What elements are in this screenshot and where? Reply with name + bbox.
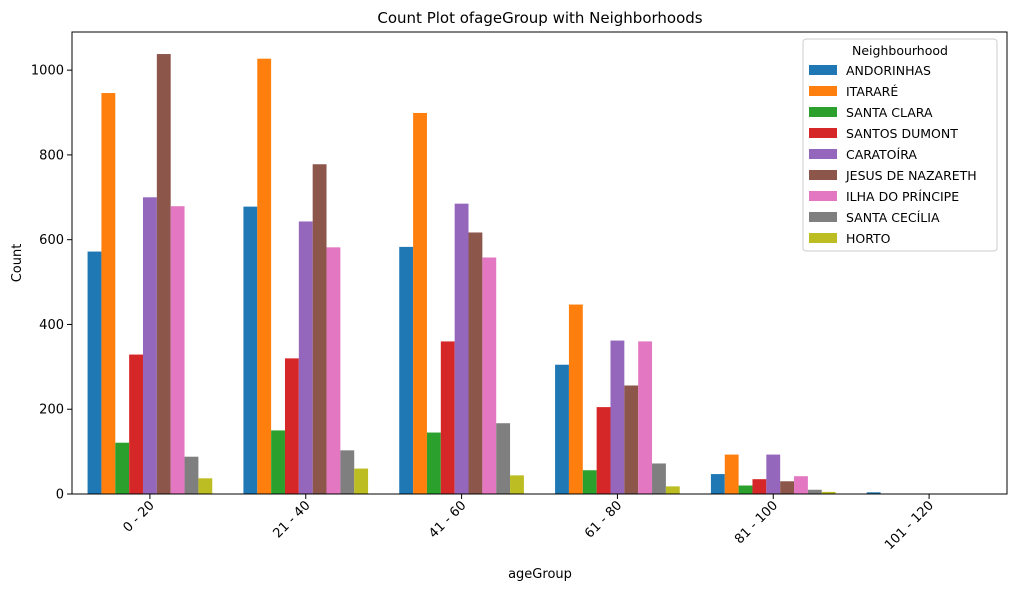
bar-0-0: [87, 251, 102, 494]
bar-4-3: [610, 340, 625, 494]
y-tick-label-3: 600: [39, 233, 64, 248]
bar-7-1: [340, 450, 355, 494]
legend-title: Neighbourhood: [852, 43, 948, 58]
x-tick-label-1: 21 - 40: [270, 498, 313, 541]
bar-6-0: [170, 206, 185, 494]
bar-1-2: [413, 112, 427, 495]
bar-2-0: [115, 442, 130, 494]
y-tick-label-4: 800: [39, 148, 64, 163]
bar-4-4: [766, 454, 781, 494]
bar-8-1: [354, 468, 369, 494]
legend-swatch-6: [809, 191, 837, 201]
bar-6-1: [326, 247, 341, 494]
bar-1-1: [257, 58, 272, 494]
bar-6-3: [638, 341, 653, 494]
bar-8-2: [510, 475, 524, 494]
bar-7-0: [184, 456, 199, 494]
bar-8-4: [821, 491, 836, 494]
bar-6-2: [482, 257, 497, 494]
y-tick-label-2: 400: [39, 318, 64, 333]
x-tick-label-3: 61 - 80: [582, 498, 625, 541]
bar-7-3: [652, 463, 666, 494]
bar-8-3: [665, 486, 680, 494]
legend-swatch-5: [809, 170, 837, 180]
legend-swatch-3: [809, 128, 837, 138]
legend-swatch-8: [809, 233, 837, 243]
bar-0-1: [243, 206, 258, 494]
legend-swatch-0: [809, 65, 837, 75]
y-tick-label-1: 200: [39, 403, 64, 418]
bar-4-1: [298, 221, 313, 494]
legend-label-0: ANDORINHAS: [846, 63, 931, 78]
bar-6-4: [794, 476, 808, 494]
bar-5-3: [624, 385, 639, 494]
bar-1-0: [101, 93, 116, 494]
bar-8-0: [198, 478, 213, 494]
bar-5-2: [468, 232, 483, 495]
legend-label-8: HORTO: [846, 231, 891, 246]
legend-label-2: SANTA CLARA: [846, 105, 933, 120]
bar-7-4: [807, 489, 822, 494]
legend-items: ANDORINHAS ITARARÉ SANTA CLARA SANTOS DUMON…: [809, 63, 977, 246]
bar-0-5: [866, 492, 881, 494]
bar-4-0: [142, 197, 157, 495]
bar-2-2: [426, 432, 441, 494]
legend: Neighbourhood ANDORINHAS ITARARÉ SANTA CLA…: [802, 38, 998, 252]
bar-2-1: [271, 430, 285, 494]
x-tick-label-0: 0 - 20: [120, 498, 157, 535]
bar-0-4: [710, 474, 725, 494]
chart-title: Count Plot ofageGroup with Neighborhoods: [377, 9, 702, 27]
legend-box: [802, 38, 998, 252]
bar-2-4: [738, 485, 753, 494]
bar-4-2: [454, 203, 469, 494]
plot-area: [87, 54, 881, 495]
plot-frame: [71, 31, 1008, 495]
bar-5-0: [156, 54, 171, 494]
legend-label-4: CARATOÍRA: [846, 147, 917, 162]
bar-0-2: [399, 246, 414, 494]
bar-3-1: [284, 358, 299, 494]
legend-label-1: ITARARÉ: [846, 84, 898, 99]
x-axis-title: ageGroup: [508, 567, 572, 582]
bar-3-4: [752, 479, 767, 494]
bar-1-3: [568, 304, 583, 494]
y-tick-label-0: 0: [56, 488, 64, 503]
bar-1-4: [724, 454, 739, 494]
bar-3-2: [440, 341, 455, 494]
bar-7-2: [496, 423, 511, 494]
legend-label-5: JESUS DE NAZARETH: [845, 168, 977, 183]
bar-3-0: [129, 354, 143, 494]
y-axis-title: Count: [10, 244, 25, 283]
legend-label-6: ILHA DO PRÍNCIPE: [846, 189, 959, 204]
x-tick-label-2: 41 - 60: [426, 498, 469, 541]
legend-swatch-4: [809, 149, 837, 159]
bar-3-3: [596, 407, 611, 494]
legend-swatch-1: [809, 86, 837, 96]
y-axis: 0 200 400 600 800 1000: [31, 64, 72, 503]
x-tick-label-5: 101 - 120: [882, 498, 937, 553]
x-tick-label-4: 81 - 100: [732, 498, 781, 547]
legend-label-7: SANTA CECÍLIA: [846, 210, 940, 225]
bar-0-3: [555, 364, 569, 494]
bar-2-3: [582, 470, 597, 494]
legend-swatch-2: [809, 107, 837, 117]
bar-5-4: [780, 481, 795, 494]
legend-label-3: SANTOS DUMONT: [846, 126, 958, 141]
bar-5-1: [312, 164, 327, 495]
legend-swatch-7: [809, 212, 837, 222]
x-axis: 0 - 20 21 - 40 41 - 60 61 - 80 81 - 100 101 -…: [120, 494, 937, 553]
y-tick-label-5: 1000: [31, 64, 64, 79]
